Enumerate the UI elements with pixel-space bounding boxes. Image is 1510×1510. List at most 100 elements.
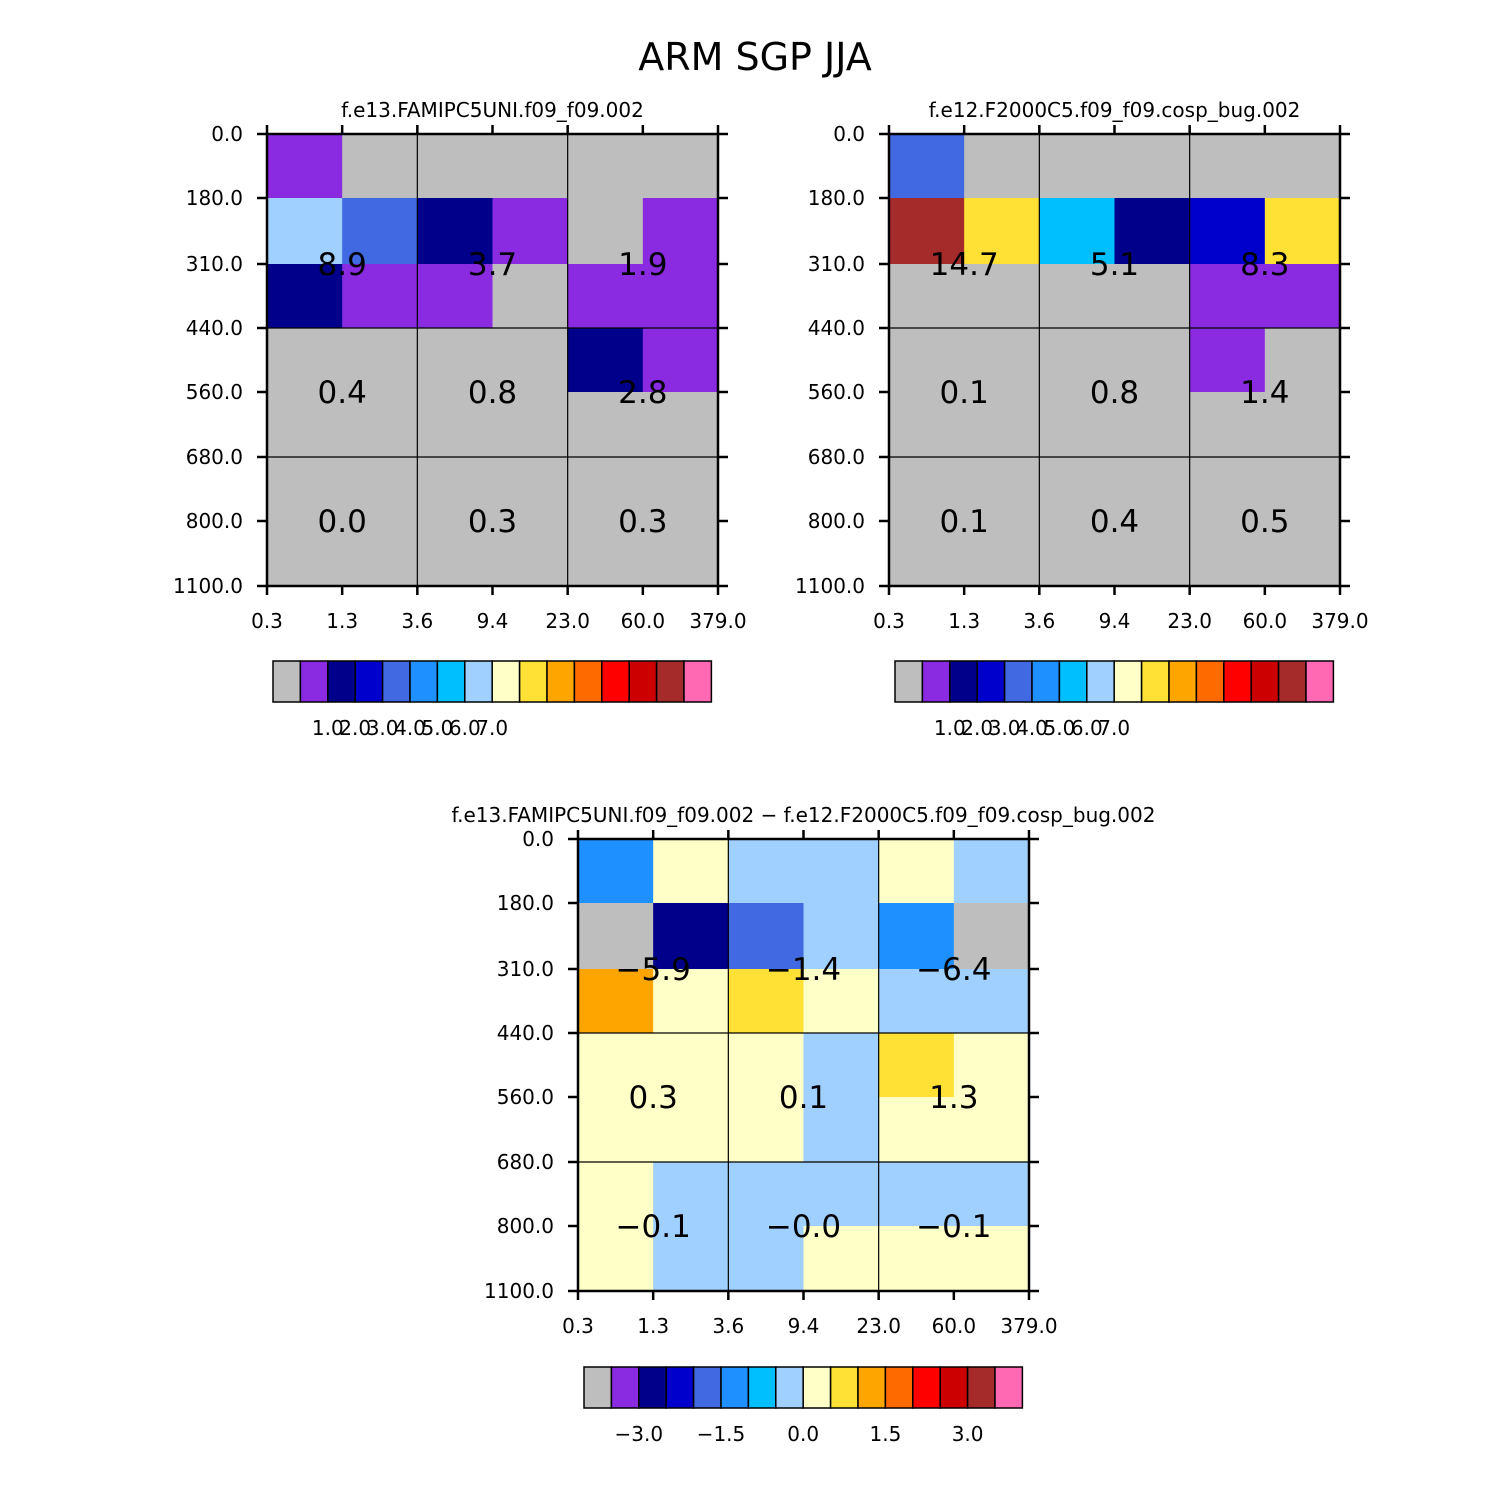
y-tick-label: 560.0 [808, 380, 865, 404]
heatmap-cell [964, 521, 1040, 587]
heatmap-cell [889, 521, 965, 587]
box-value: 0.5 [1240, 504, 1289, 540]
heatmap-cell [964, 134, 1040, 199]
heatmap-cell [803, 839, 880, 904]
colorbar-swatch [573, 660, 603, 703]
heatmap-cell [642, 392, 719, 458]
colorbar-swatch [1277, 660, 1307, 703]
colorbar-swatch [692, 1366, 722, 1409]
colorbar-swatch [720, 1366, 750, 1409]
box-value: −5.9 [616, 952, 691, 988]
box-value: 8.3 [1240, 247, 1289, 283]
heatmap-cell [1264, 264, 1341, 329]
heatmap-cell [653, 903, 729, 970]
heatmap-cell [492, 264, 569, 329]
heatmap-cell [1264, 392, 1341, 458]
colorbar-label: 1.5 [869, 1422, 901, 1446]
colorbar-swatch [601, 660, 630, 703]
colorbar-swatch [1140, 660, 1170, 703]
heatmap-cell [567, 521, 644, 587]
heatmap-cell [642, 457, 719, 522]
colorbar-swatch [628, 660, 658, 703]
heatmap-cell [1039, 521, 1116, 587]
x-tick-label: 379.0 [1000, 1314, 1057, 1338]
colorbar-label: 3.0 [952, 1422, 984, 1446]
y-tick-label: 0.0 [522, 827, 554, 851]
colorbar-swatch [638, 1366, 667, 1409]
colorbar-swatch [655, 660, 685, 703]
heatmap-cell [417, 521, 494, 587]
heatmap-cell [653, 1162, 729, 1227]
heatmap-cell [578, 903, 654, 970]
heatmap-cell [342, 198, 418, 265]
colorbar-swatch [272, 660, 302, 703]
box-value: 1.3 [929, 1080, 978, 1116]
colorbar-swatch [976, 660, 1006, 703]
colorbar-swatch [921, 660, 951, 703]
colorbar-label: −1.5 [697, 1422, 746, 1446]
heatmap-cell [953, 1162, 1030, 1227]
x-tick-label: 3.6 [712, 1314, 744, 1338]
y-tick-label: 440.0 [497, 1021, 554, 1045]
heatmap-cell [953, 903, 1030, 970]
panel-title: f.e13.FAMIPC5UNI.f09_f09.002 − f.e12.F20… [452, 803, 1156, 827]
x-tick-label: 3.6 [1023, 609, 1055, 633]
colorbar-swatch [299, 660, 329, 703]
colorbar-swatch [610, 1366, 640, 1409]
heatmap-cell [642, 198, 719, 265]
heatmap-cell [267, 264, 343, 329]
panel-title: f.e13.FAMIPC5UNI.f09_f09.002 [341, 98, 644, 122]
heatmap-cell [417, 392, 494, 458]
box-value: −0.1 [916, 1209, 991, 1245]
heatmap-cell [653, 839, 729, 904]
box-value: 8.9 [318, 247, 367, 283]
heatmap-cell [878, 969, 955, 1034]
y-tick-label: 440.0 [186, 316, 243, 340]
colorbar-label: −3.0 [615, 1422, 664, 1446]
box-value: −0.1 [616, 1209, 691, 1245]
colorbar-label: 7.0 [1098, 716, 1130, 740]
y-tick-label: 560.0 [497, 1085, 554, 1109]
heatmap-cell [964, 392, 1040, 458]
heatmap-cell [492, 392, 569, 458]
colorbar-label: 4.0 [1016, 716, 1048, 740]
heatmap-cell [567, 457, 644, 522]
heatmap-cell [964, 198, 1040, 265]
heatmap-cell [1039, 264, 1116, 329]
heatmap-cell [1039, 134, 1116, 199]
heatmap-cell [728, 969, 805, 1034]
colorbar-label: 5.0 [1043, 716, 1075, 740]
heatmap-cell [1039, 457, 1116, 522]
heatmap-cell [889, 198, 965, 265]
heatmap-cell [342, 328, 418, 393]
colorbar-swatch [464, 660, 493, 703]
x-tick-label: 1.3 [326, 609, 358, 633]
heatmap-cell [1264, 328, 1341, 393]
colorbar-swatch [1223, 660, 1252, 703]
heatmap-cell [417, 457, 494, 522]
colorbar-swatch [1031, 660, 1061, 703]
heatmap-cell [1039, 198, 1116, 265]
heatmap-cell [889, 457, 965, 522]
heatmap-cell [267, 328, 343, 393]
colorbar-swatch [912, 1366, 941, 1409]
colorbar-swatch [894, 660, 924, 703]
y-tick-label: 800.0 [497, 1214, 554, 1238]
colorbar-label: 2.0 [339, 716, 371, 740]
heatmap-cell [417, 328, 494, 393]
heatmap-cell [1114, 457, 1191, 522]
heatmap-cell [1189, 521, 1266, 587]
colorbar-swatch [1003, 660, 1033, 703]
colorbar-swatch [665, 1366, 695, 1409]
heatmap-cell [1114, 134, 1191, 199]
heatmap-cell [1114, 521, 1191, 587]
heatmap-cell [1264, 521, 1341, 587]
heatmap-cell [889, 134, 965, 199]
heatmap-cell [889, 328, 965, 393]
colorbar-label: 2.0 [961, 716, 993, 740]
heatmap-cell [878, 1226, 955, 1292]
y-tick-label: 680.0 [808, 445, 865, 469]
colorbar-label: 6.0 [1071, 716, 1103, 740]
y-tick-label: 0.0 [833, 122, 865, 146]
heatmap-cell [578, 839, 654, 904]
